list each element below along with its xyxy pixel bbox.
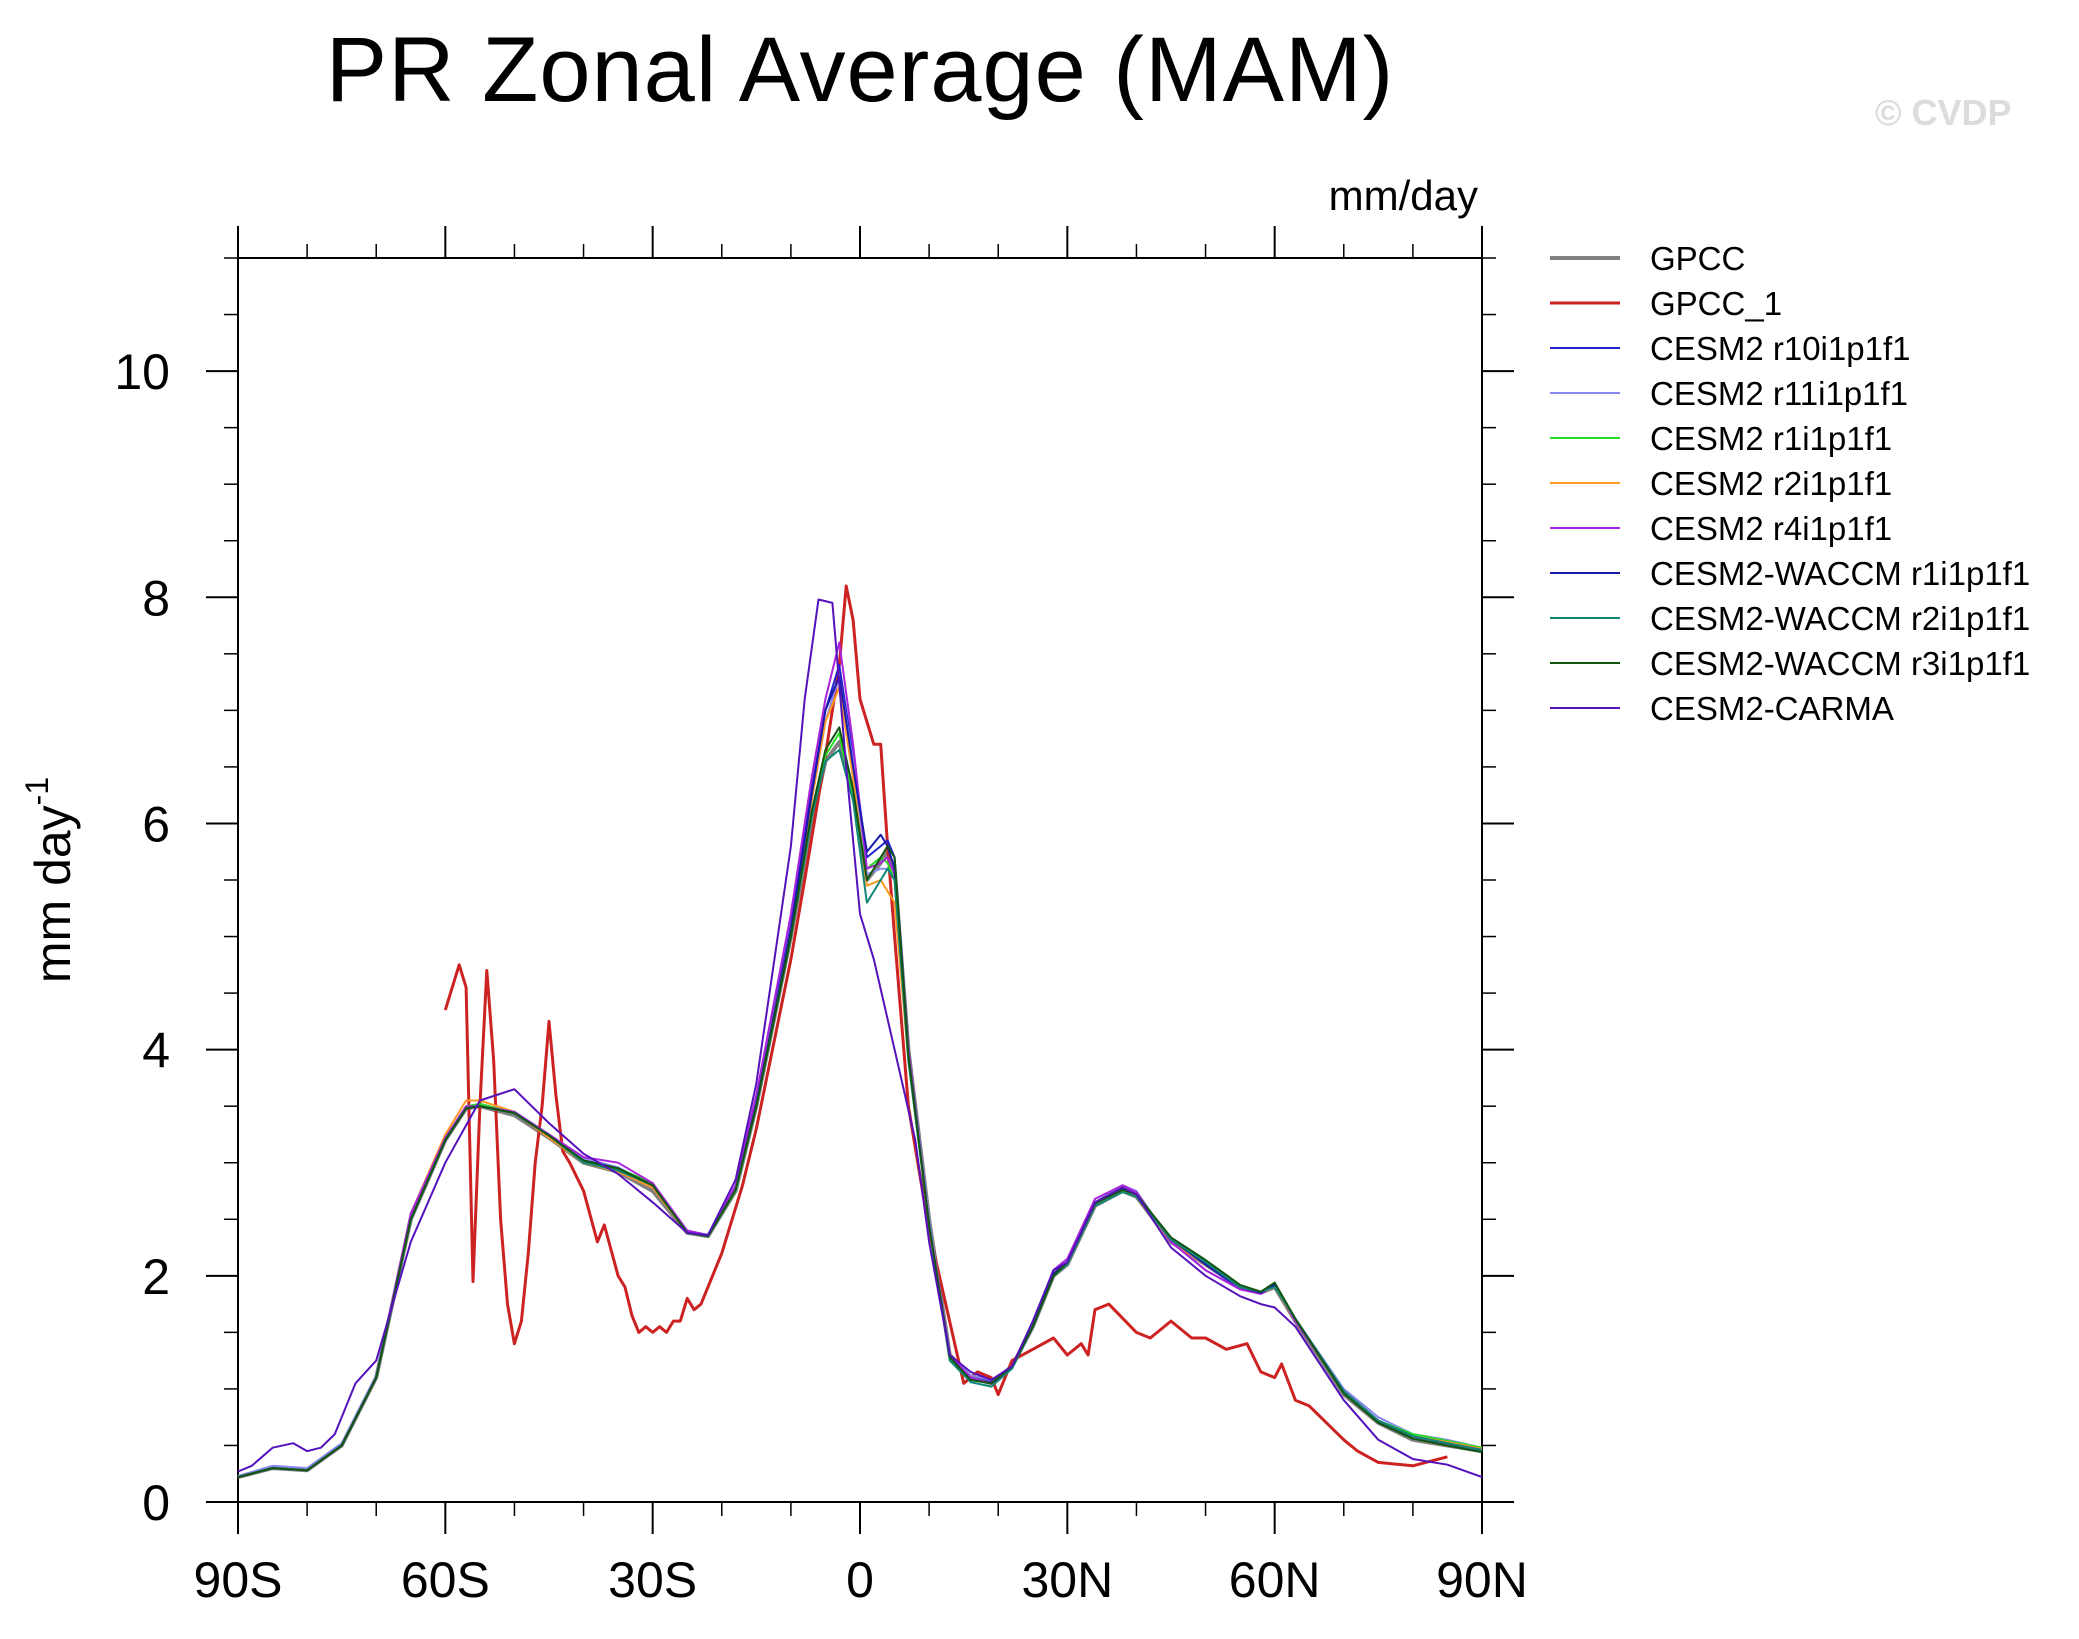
y-tick-label: 6 <box>142 796 170 852</box>
y-tick-label: 4 <box>142 1023 170 1079</box>
series-line-9 <box>237 726 1483 1479</box>
y-tick-label: 2 <box>142 1249 170 1305</box>
legend: GPCC GPCC_1 CESM2 r10i1p1f1 CESM2 r11i1p1f1… <box>1550 240 2030 727</box>
y-tick-label: 8 <box>142 570 170 626</box>
chart-title: PR Zonal Average (MAM) <box>325 19 1395 121</box>
y-axis-label-text: mm day <box>25 805 81 983</box>
legend-label-1: GPCC_1 <box>1650 285 1782 322</box>
axis-ticks: 90S 60S 30S 0 30N 60N 90N 0 2 4 6 8 10 <box>114 226 1528 1608</box>
series-line-7 <box>237 675 1483 1479</box>
legend-label-9: CESM2-WACCM r3i1p1f1 <box>1650 645 2030 682</box>
y-tick-label: 0 <box>142 1475 170 1531</box>
x-tick-label: 60N <box>1229 1552 1321 1608</box>
x-tick-label: 90N <box>1436 1552 1528 1608</box>
units-label: mm/day <box>1329 172 1478 219</box>
legend-label-3: CESM2 r11i1p1f1 <box>1650 375 1908 412</box>
legend-label-7: CESM2-WACCM r1i1p1f1 <box>1650 555 2030 592</box>
x-tick-label: 30N <box>1021 1552 1113 1608</box>
legend-label-8: CESM2-WACCM r2i1p1f1 <box>1650 600 2030 637</box>
x-tick-label: 30S <box>608 1552 697 1608</box>
legend-label-6: CESM2 r4i1p1f1 <box>1650 510 1892 547</box>
y-axis-label-superscript: -1 <box>19 777 55 805</box>
series-line-2 <box>237 664 1483 1479</box>
x-tick-label: 0 <box>846 1552 874 1608</box>
legend-label-0: GPCC <box>1650 240 1745 277</box>
legend-label-10: CESM2-CARMA <box>1650 690 1894 727</box>
y-axis-label: mm day-1 <box>19 777 81 983</box>
series-line-3 <box>237 675 1483 1477</box>
series-group <box>237 584 1483 1480</box>
legend-label-4: CESM2 r1i1p1f1 <box>1650 420 1892 457</box>
legend-label-2: CESM2 r10i1p1f1 <box>1650 330 1910 367</box>
x-tick-label: 60S <box>401 1552 490 1608</box>
watermark: © CVDP <box>1875 92 2012 133</box>
legend-label-5: CESM2 r2i1p1f1 <box>1650 465 1892 502</box>
y-tick-label: 10 <box>114 344 170 400</box>
series-line-8 <box>237 748 1483 1479</box>
x-tick-label: 90S <box>194 1552 283 1608</box>
series-line-1 <box>443 584 1448 1468</box>
plot-frame <box>237 257 1483 1503</box>
series-line-10 <box>237 598 1483 1479</box>
series-line-6 <box>237 641 1483 1479</box>
